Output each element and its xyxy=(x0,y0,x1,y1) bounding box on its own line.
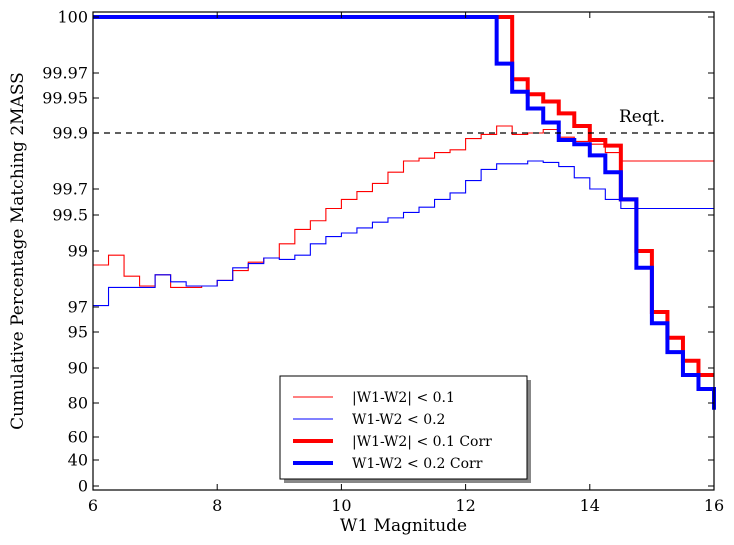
y-tick-label: 0 xyxy=(78,477,88,496)
x-ticks: 6 8 10 12 14 16 xyxy=(88,12,724,515)
y-tick-label: 60 xyxy=(68,428,88,447)
y-tick-label: 99.95 xyxy=(42,89,88,108)
y-tick-label: 99.7 xyxy=(52,180,88,199)
y-tick-label: 99.9 xyxy=(52,124,88,143)
series-line xyxy=(93,15,714,377)
series-layer xyxy=(93,15,716,410)
y-tick-label: 99 xyxy=(68,242,88,261)
y-tick-label: 99.5 xyxy=(52,206,88,225)
x-tick-label: 12 xyxy=(455,496,475,515)
x-tick-label: 10 xyxy=(331,496,351,515)
series-line xyxy=(93,15,716,410)
legend-items: |W1-W2| < 0.1 W1-W2 < 0.2 |W1-W2| < 0.1 Co… xyxy=(293,390,492,472)
y-ticks: 100 99.97 99.95 99.9 99.7 99.5 99 97 95 90 80 60 40 0 xyxy=(42,8,714,496)
x-axis-title: W1 Magnitude xyxy=(340,516,467,536)
x-tick-label: 8 xyxy=(212,496,222,515)
y-axis-title: Cumulative Percentage Matching 2MASS xyxy=(8,72,28,430)
legend-label: W1-W2 < 0.2 Corr xyxy=(352,456,483,472)
y-tick-label: 80 xyxy=(68,394,88,413)
series-line xyxy=(93,160,714,307)
y-tick-label: 90 xyxy=(68,359,88,378)
legend: |W1-W2| < 0.1 W1-W2 < 0.2 |W1-W2| < 0.1 Co… xyxy=(279,375,531,483)
series-line xyxy=(93,125,714,288)
y-tick-label: 97 xyxy=(68,298,88,317)
y-tick-label: 99.97 xyxy=(42,64,88,83)
legend-label: W1-W2 < 0.2 xyxy=(352,412,445,428)
y-tick-label: 95 xyxy=(68,323,88,342)
reference-line-label: Reqt. xyxy=(619,107,665,127)
y-tick-label: 40 xyxy=(68,451,88,470)
legend-label: |W1-W2| < 0.1 Corr xyxy=(352,434,492,450)
x-tick-label: 14 xyxy=(580,496,600,515)
x-tick-label: 16 xyxy=(704,496,724,515)
x-tick-label: 6 xyxy=(88,496,98,515)
y-tick-label: 100 xyxy=(57,8,88,27)
legend-label: |W1-W2| < 0.1 xyxy=(352,390,455,406)
